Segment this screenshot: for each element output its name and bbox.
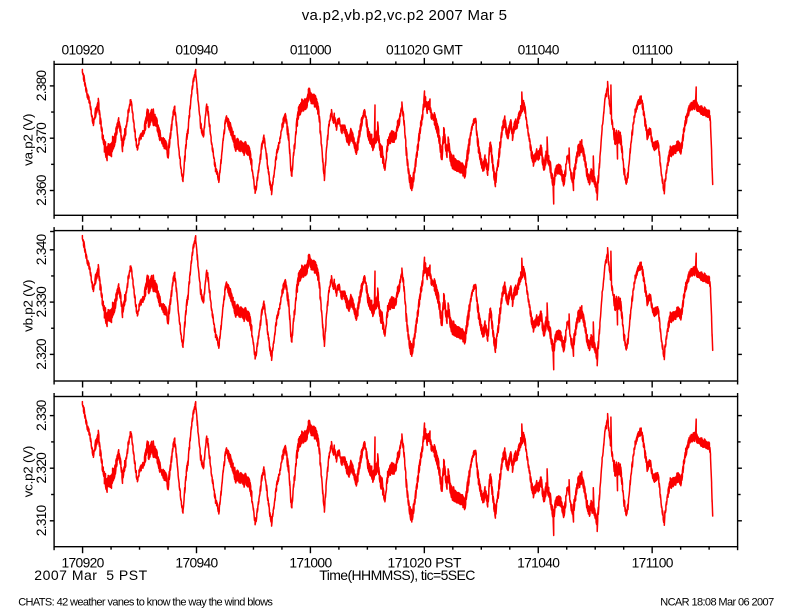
svg-text:171020 PST: 171020 PST [387,556,462,571]
svg-text:va.p2 (V): va.p2 (V) [20,114,35,166]
svg-text:170920: 170920 [62,556,105,571]
svg-text:171100: 171100 [632,556,674,571]
svg-text:170940: 170940 [175,556,218,571]
svg-text:Time(HHMMSS), tic=5SEC: Time(HHMMSS), tic=5SEC [319,567,475,583]
svg-text:2.380: 2.380 [34,70,49,102]
svg-text:vc.p2 (V): vc.p2 (V) [20,446,35,497]
svg-text:011000: 011000 [290,43,332,58]
svg-text:2.310: 2.310 [34,504,49,536]
svg-text:va.p2,vb.p2,vc.p2 2007 Mar 5: va.p2,vb.p2,vc.p2 2007 Mar 5 [302,7,507,24]
svg-text:2.330: 2.330 [34,286,49,318]
svg-text:010920: 010920 [62,43,105,58]
svg-text:2.370: 2.370 [34,122,49,154]
svg-text:011100: 011100 [632,43,673,58]
svg-text:2.330: 2.330 [34,399,49,431]
svg-text:2.320: 2.320 [34,452,49,484]
svg-text:2.320: 2.320 [34,338,49,370]
svg-text:171040: 171040 [517,556,560,571]
svg-text:vb.p2 (V): vb.p2 (V) [20,280,35,332]
svg-text:010940: 010940 [175,43,218,58]
svg-text:2.360: 2.360 [34,174,49,206]
svg-text:011040: 011040 [518,43,560,58]
svg-text:NCAR 18:08 Mar 06 2007: NCAR 18:08 Mar 06 2007 [660,597,774,609]
svg-text:011020 GMT: 011020 GMT [386,43,463,58]
svg-text:2007 Mar 5 PST: 2007 Mar 5 PST [34,567,147,583]
svg-text:2.340: 2.340 [34,233,49,265]
svg-text:171000: 171000 [289,556,332,571]
svg-text:CHATS: 42 weather vanes to kno: CHATS: 42 weather vanes to know the way … [18,597,273,609]
